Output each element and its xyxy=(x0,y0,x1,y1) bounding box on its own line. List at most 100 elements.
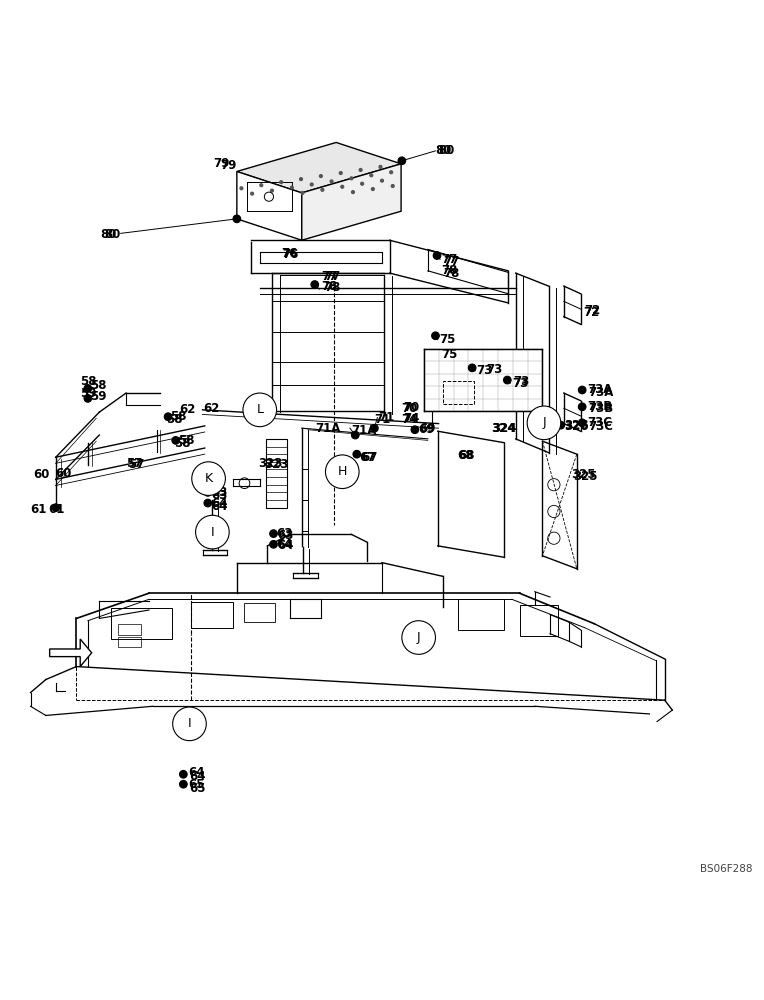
Text: 325: 325 xyxy=(573,470,597,483)
Text: 80: 80 xyxy=(435,144,452,157)
Polygon shape xyxy=(50,639,92,667)
Text: 64: 64 xyxy=(211,500,228,513)
Text: I: I xyxy=(188,717,191,730)
Polygon shape xyxy=(237,142,401,193)
Circle shape xyxy=(240,187,243,190)
Circle shape xyxy=(350,177,353,180)
Text: 69: 69 xyxy=(419,422,436,435)
Text: 77: 77 xyxy=(443,255,459,268)
Circle shape xyxy=(311,281,319,288)
Polygon shape xyxy=(302,164,401,240)
Text: 59: 59 xyxy=(80,387,97,400)
Circle shape xyxy=(380,179,384,182)
Bar xyxy=(118,637,141,647)
Text: 80: 80 xyxy=(439,144,455,157)
Text: 63: 63 xyxy=(211,489,227,502)
Text: 74: 74 xyxy=(403,412,419,425)
Text: 68: 68 xyxy=(457,449,474,462)
Text: 72: 72 xyxy=(584,304,601,317)
Text: 323: 323 xyxy=(264,458,289,471)
Circle shape xyxy=(578,403,586,411)
Circle shape xyxy=(319,175,322,178)
Circle shape xyxy=(578,419,586,427)
Circle shape xyxy=(433,252,441,259)
Text: 57: 57 xyxy=(126,457,142,470)
Bar xyxy=(520,605,558,636)
Circle shape xyxy=(196,515,229,549)
Circle shape xyxy=(251,192,254,195)
Text: 77: 77 xyxy=(325,270,341,283)
Circle shape xyxy=(172,437,180,444)
Bar xyxy=(111,608,172,639)
Circle shape xyxy=(204,489,212,496)
Text: 80: 80 xyxy=(100,228,116,241)
Text: 73: 73 xyxy=(487,363,503,376)
Circle shape xyxy=(84,395,92,402)
Text: 73B: 73B xyxy=(588,402,613,415)
Text: 73A: 73A xyxy=(587,383,612,396)
Text: J: J xyxy=(417,631,420,644)
Text: 63: 63 xyxy=(277,527,293,540)
Text: 326: 326 xyxy=(564,419,588,432)
Text: 78: 78 xyxy=(443,267,459,280)
Text: 59: 59 xyxy=(90,390,107,403)
Text: 78: 78 xyxy=(442,264,458,277)
Circle shape xyxy=(164,413,172,421)
Text: 71A: 71A xyxy=(316,422,341,435)
Text: 73: 73 xyxy=(513,375,529,388)
Text: 68: 68 xyxy=(458,449,475,462)
Text: 77: 77 xyxy=(442,253,458,266)
Text: 73: 73 xyxy=(477,364,493,377)
Circle shape xyxy=(402,621,435,654)
Text: 64: 64 xyxy=(188,766,205,779)
Text: 60: 60 xyxy=(55,467,71,480)
Circle shape xyxy=(341,185,344,188)
Circle shape xyxy=(371,188,374,191)
Text: 71A: 71A xyxy=(351,424,377,437)
Circle shape xyxy=(390,171,393,174)
Bar xyxy=(191,602,233,628)
Text: 65: 65 xyxy=(188,778,205,791)
Text: 58: 58 xyxy=(178,434,195,447)
Circle shape xyxy=(339,171,342,175)
Text: H: H xyxy=(338,465,347,478)
Text: 73C: 73C xyxy=(587,416,612,429)
Text: 326: 326 xyxy=(564,420,588,433)
Text: I: I xyxy=(211,526,214,539)
Text: 80: 80 xyxy=(105,228,121,241)
Circle shape xyxy=(299,178,303,181)
Circle shape xyxy=(233,215,241,223)
Text: 72: 72 xyxy=(583,306,599,319)
Bar xyxy=(118,624,141,635)
Text: 64: 64 xyxy=(277,538,293,551)
Text: 75: 75 xyxy=(442,348,458,361)
Text: 64: 64 xyxy=(277,539,294,552)
Text: J: J xyxy=(542,416,545,429)
Text: 63: 63 xyxy=(211,486,227,499)
Text: 58: 58 xyxy=(80,375,97,388)
Circle shape xyxy=(270,189,274,192)
Polygon shape xyxy=(237,171,302,240)
Text: 69: 69 xyxy=(419,423,435,436)
Text: 58: 58 xyxy=(90,379,107,392)
Text: 64: 64 xyxy=(189,770,206,783)
Text: 57: 57 xyxy=(128,458,144,471)
Circle shape xyxy=(398,157,406,165)
Circle shape xyxy=(578,386,586,394)
Text: 63: 63 xyxy=(277,529,293,542)
Circle shape xyxy=(557,421,565,429)
Text: 64: 64 xyxy=(211,497,228,510)
Text: 70: 70 xyxy=(401,402,417,415)
Circle shape xyxy=(52,504,60,511)
Text: 325: 325 xyxy=(571,468,596,481)
Circle shape xyxy=(325,455,359,489)
Circle shape xyxy=(351,191,354,194)
Text: 73: 73 xyxy=(512,377,528,390)
Circle shape xyxy=(353,450,361,458)
Text: 73C: 73C xyxy=(588,420,613,433)
Circle shape xyxy=(290,186,293,189)
Text: 70: 70 xyxy=(403,401,419,414)
Circle shape xyxy=(527,406,561,440)
Circle shape xyxy=(411,426,419,434)
Circle shape xyxy=(351,431,359,439)
